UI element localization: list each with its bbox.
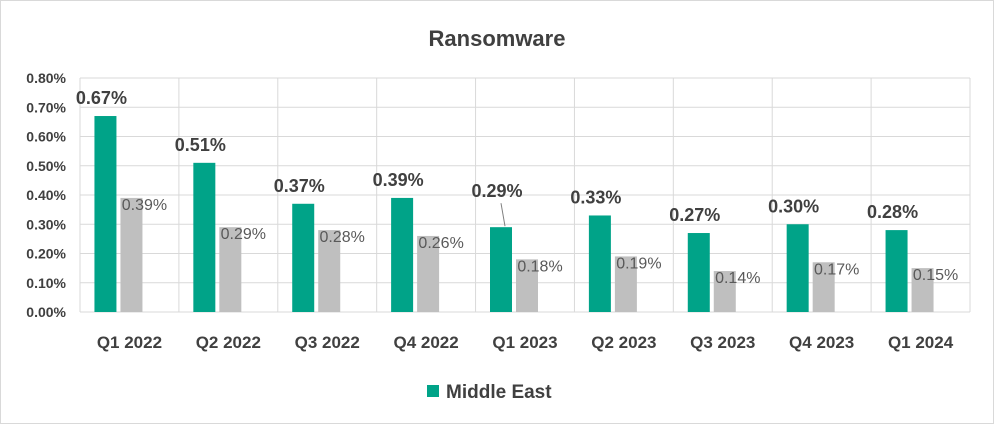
x-tick-label: Q4 2023	[789, 333, 854, 352]
data-label-middle-east: 0.29%	[471, 181, 522, 201]
data-label-comparison: 0.17%	[814, 261, 859, 278]
bar-middle-east	[292, 203, 315, 312]
data-labels: 0.67% 0.39% 0.51% 0.29% 0.37% 0.28% 0.39% 0.26%…	[76, 88, 958, 287]
chart-title: Ransomware	[429, 26, 566, 51]
y-tick-label: 0.40%	[26, 187, 66, 203]
bar-middle-east	[94, 116, 117, 313]
bar-comparison	[713, 271, 736, 312]
bar-middle-east	[786, 224, 809, 312]
data-label-middle-east: 0.51%	[175, 135, 226, 155]
bar-comparison	[417, 235, 440, 312]
y-axis-ticks: 0.00% 0.10% 0.20% 0.30% 0.40% 0.50% 0.60% 0.70%…	[26, 70, 66, 320]
y-tick-label: 0.20%	[26, 246, 66, 262]
data-label-middle-east: 0.27%	[669, 205, 720, 225]
bar-comparison	[516, 259, 538, 312]
bar-comparison	[219, 227, 242, 312]
data-label-middle-east: 0.33%	[570, 187, 621, 207]
y-tick-label: 0.70%	[26, 99, 66, 115]
bars	[94, 116, 934, 313]
y-tick-label: 0.80%	[26, 70, 66, 86]
data-label-comparison: 0.39%	[122, 197, 167, 214]
bar-comparison	[318, 230, 341, 312]
y-tick-label: 0.30%	[26, 216, 66, 232]
bar-comparison	[911, 268, 934, 312]
bar-middle-east	[687, 233, 710, 312]
data-label-middle-east: 0.37%	[274, 176, 325, 196]
x-tick-label: Q3 2023	[690, 333, 755, 352]
legend: Middle East	[427, 382, 552, 403]
data-label-comparison: 0.26%	[418, 235, 463, 252]
bar-comparison	[120, 197, 143, 312]
x-axis-ticks: Q1 2022 Q2 2022 Q3 2022 Q4 2022 Q1 2023 Q2 20…	[97, 333, 954, 352]
x-tick-label: Q2 2023	[591, 333, 656, 352]
y-tick-label: 0.50%	[26, 158, 66, 174]
data-label-middle-east: 0.39%	[373, 170, 424, 190]
x-tick-label: Q1 2022	[97, 333, 162, 352]
data-label-middle-east: 0.67%	[76, 88, 127, 108]
x-tick-label: Q4 2022	[393, 333, 458, 352]
data-label-middle-east: 0.28%	[867, 202, 918, 222]
x-tick-label: Q3 2022	[295, 333, 360, 352]
y-tick-label: 0.10%	[26, 275, 66, 291]
data-label-comparison: 0.19%	[616, 255, 661, 272]
y-tick-label: 0.00%	[26, 304, 66, 320]
data-label-comparison: 0.28%	[320, 229, 365, 246]
bar-middle-east	[588, 215, 611, 312]
bar-comparison	[812, 262, 835, 312]
leader-line	[500, 203, 506, 227]
data-label-middle-east: 0.30%	[768, 196, 819, 216]
x-tick-label: Q1 2023	[492, 333, 557, 352]
legend-label: Middle East	[446, 382, 552, 403]
bar-middle-east	[885, 230, 908, 312]
y-tick-label: 0.60%	[26, 129, 66, 145]
bar-middle-east	[391, 197, 414, 312]
bar-comparison	[614, 256, 637, 312]
data-label-comparison: 0.29%	[221, 226, 266, 243]
x-tick-label: Q2 2022	[196, 333, 261, 352]
bar-middle-east	[193, 162, 216, 312]
data-label-comparison: 0.15%	[913, 267, 958, 284]
data-label-comparison: 0.14%	[715, 270, 760, 287]
data-label-comparison: 0.18%	[517, 258, 562, 275]
legend-swatch	[427, 385, 439, 397]
bar-middle-east	[490, 227, 512, 312]
x-tick-label: Q1 2024	[888, 333, 954, 352]
